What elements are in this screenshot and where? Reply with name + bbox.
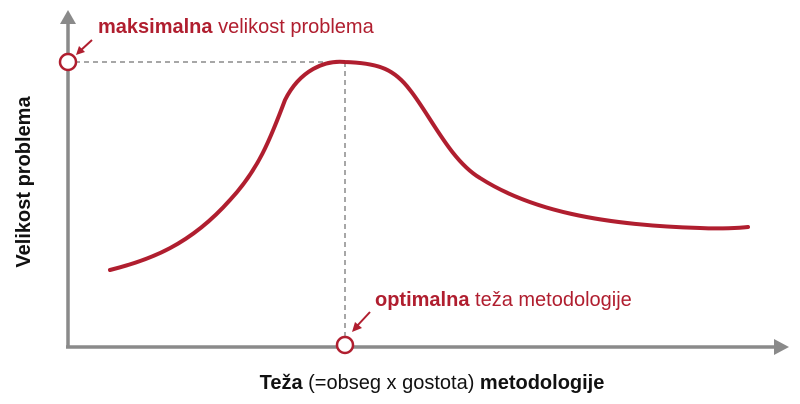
max-pointer-arrowhead [76, 46, 85, 55]
y-axis-arrowhead [60, 10, 76, 24]
optimal-pointer-arrowhead [352, 322, 362, 332]
y-axis-label: Velikost problema [13, 96, 35, 268]
max-label: maksimalna velikost problema [98, 16, 375, 38]
problem-size-curve [108, 59, 750, 272]
x-axis-label: Teža (=obseg x gostota) metodologije [260, 372, 605, 394]
optimal-label: optimalna teža metodologije [375, 289, 632, 311]
x-axis-arrowhead [774, 339, 789, 355]
max-marker-circle [58, 52, 78, 72]
optimal-marker-circle [335, 335, 355, 355]
optimal-pointer-arrow [356, 311, 371, 327]
